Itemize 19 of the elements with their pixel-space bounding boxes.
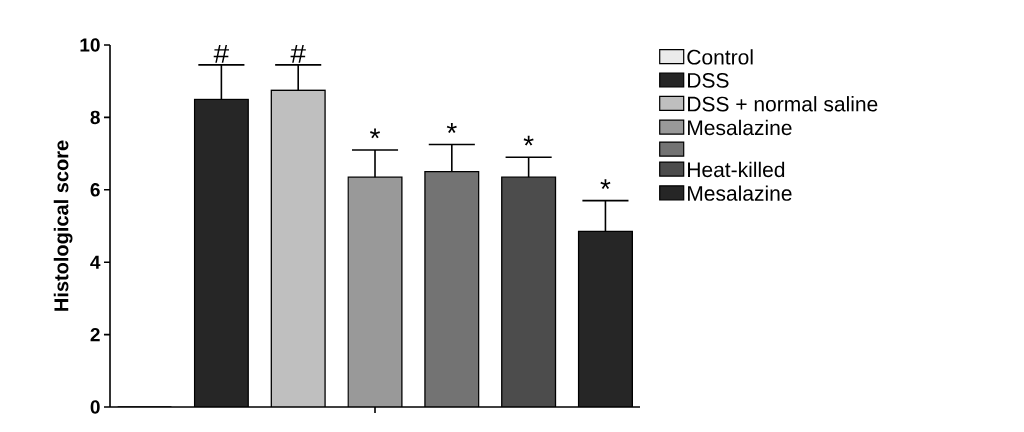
y-axis-title: Histological score bbox=[53, 140, 73, 311]
y-tick-label: 2 bbox=[90, 327, 100, 342]
data-label: * bbox=[523, 135, 534, 146]
data-label: # bbox=[213, 43, 230, 63]
legend-label: Mesalazine bbox=[688, 119, 792, 136]
legend-label: DSS + normal saline bbox=[688, 96, 878, 112]
y-tick-label: 6 bbox=[90, 183, 100, 197]
legend-label: DSS bbox=[688, 72, 729, 88]
data-label: # bbox=[290, 43, 306, 63]
legend-label: Mesalazine bbox=[688, 185, 792, 201]
legend-label: Control bbox=[687, 49, 753, 65]
y-tick-label: 0 bbox=[90, 400, 100, 414]
legend-label: Heat-killed bbox=[688, 161, 785, 178]
y-tick-label: 8 bbox=[90, 110, 100, 125]
y-tick-label: 4 bbox=[90, 255, 101, 269]
data-label: * bbox=[600, 179, 611, 190]
data-label: * bbox=[370, 128, 381, 139]
y-tick-label: 10 bbox=[80, 38, 100, 52]
data-label: * bbox=[446, 123, 457, 133]
